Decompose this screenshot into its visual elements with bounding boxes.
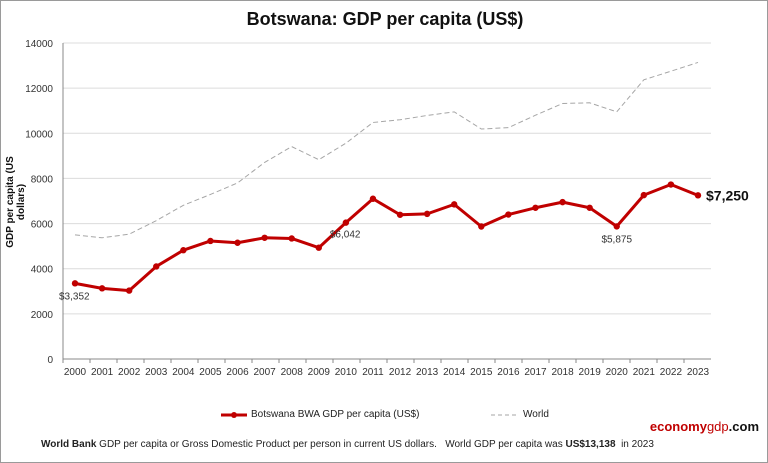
data-point-botswana-2005 <box>207 237 214 245</box>
data-point-botswana-2002 <box>125 287 133 294</box>
data-point-botswana-2016 <box>505 211 512 218</box>
data-point-botswana-2001 <box>98 285 106 292</box>
data-point-botswana-2015 <box>478 223 485 230</box>
x-tick-label: 2018 <box>551 367 574 378</box>
x-tick-label: 2016 <box>497 367 520 378</box>
legend-item-botswana[interactable]: Botswana BWA GDP per capita (US$) <box>221 409 419 420</box>
legend-swatch-botswana <box>221 411 247 418</box>
data-point-botswana-2010 <box>342 219 350 226</box>
x-tick-label: 2011 <box>362 367 384 378</box>
data-point-botswana-2009 <box>315 244 322 251</box>
legend-label-botswana: Botswana BWA GDP per capita (US$) <box>251 409 420 420</box>
series-line-botswana <box>74 183 699 293</box>
legend-label-world: World <box>523 409 549 420</box>
y-tick-label: 12000 <box>25 84 53 95</box>
brand-logo: economygdp.com <box>649 419 759 434</box>
data-point-botswana-2022 <box>667 181 675 188</box>
x-tick-label: 2000 <box>64 367 87 378</box>
series-line-world <box>74 61 699 239</box>
y-tick-label: 8000 <box>31 174 54 185</box>
data-point-botswana-2008 <box>288 235 295 242</box>
x-tick-label: 2015 <box>470 367 493 378</box>
chart-title: Botswana: GDP per capita (US$) <box>246 9 524 29</box>
x-tick-label: 2010 <box>335 367 358 378</box>
data-point-botswana-2003 <box>153 263 160 270</box>
y-tick-label: 6000 <box>31 220 54 231</box>
data-point-botswana-2006 <box>234 239 241 246</box>
y-tick-label: 2000 <box>31 310 54 321</box>
data-label-2010: $6,042 <box>330 230 361 241</box>
data-point-botswana-2013 <box>423 210 431 218</box>
legend-item-world[interactable]: World <box>491 409 549 420</box>
x-tick-label: 2021 <box>633 367 656 378</box>
x-tick-label: 2006 <box>226 367 249 378</box>
y-tick-label: 0 <box>47 355 53 366</box>
x-tick-label: 2014 <box>443 367 466 378</box>
data-point-botswana-2014 <box>451 201 458 208</box>
x-tick-label: 2007 <box>253 367 276 378</box>
data-point-botswana-2011 <box>369 195 377 202</box>
y-tick-label: 10000 <box>25 129 53 140</box>
legend-swatch-world <box>491 414 519 415</box>
data-point-botswana-2018 <box>559 198 566 206</box>
x-tick-label: 2019 <box>579 367 602 378</box>
x-tick-label: 2009 <box>308 367 331 378</box>
x-tick-label: 2017 <box>524 367 547 378</box>
x-tick-label: 2012 <box>389 367 412 378</box>
data-label-2023: $7,250 <box>706 187 749 203</box>
data-label-2000: $3,352 <box>59 291 90 302</box>
x-tick-label: 2008 <box>281 367 304 378</box>
data-point-botswana-2021 <box>640 191 648 199</box>
x-tick-label: 2004 <box>172 367 195 378</box>
data-point-botswana-2019 <box>586 204 593 211</box>
data-point-botswana-2017 <box>532 204 539 211</box>
x-tick-label: 2013 <box>416 367 439 378</box>
x-tick-label: 2003 <box>145 367 168 378</box>
data-point-botswana-2023 <box>694 192 702 199</box>
data-label-2020: $5,875 <box>601 234 632 245</box>
y-tick-label: 14000 <box>25 39 53 50</box>
data-point-botswana-2012 <box>396 211 404 218</box>
data-point-botswana-2007 <box>261 234 268 241</box>
x-tick-label: 2005 <box>199 367 222 378</box>
x-tick-label: 2002 <box>118 367 141 378</box>
footer-note: World Bank GDP per capita or Gross Domes… <box>41 439 654 450</box>
x-tick-label: 2023 <box>687 367 710 378</box>
y-tick-label: 4000 <box>31 265 54 276</box>
x-tick-label: 2001 <box>91 367 114 378</box>
data-point-botswana-2004 <box>180 247 187 254</box>
data-point-botswana-2020 <box>613 223 620 230</box>
data-point-botswana-2000 <box>71 280 79 287</box>
x-tick-label: 2020 <box>606 367 629 378</box>
x-tick-label: 2022 <box>660 367 683 378</box>
